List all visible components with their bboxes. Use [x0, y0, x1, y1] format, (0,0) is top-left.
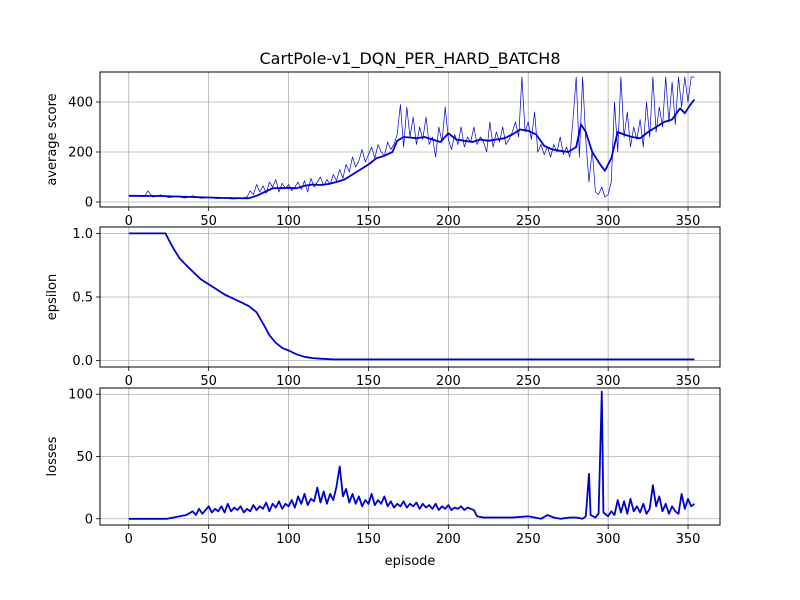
y-tick-label: 50 — [76, 450, 93, 465]
x-tick-label: 200 — [436, 374, 461, 389]
x-tick-label: 250 — [516, 214, 541, 229]
x-tick-label: 100 — [276, 532, 301, 547]
series-line-1 — [128, 232, 695, 361]
y-tick-label: 0 — [85, 196, 93, 211]
y-tick-label: 200 — [68, 146, 93, 161]
x-tick-label: 50 — [200, 214, 217, 229]
axes-frame — [99, 71, 721, 208]
x-tick-label: 200 — [436, 532, 461, 547]
y-axis-label: average score — [45, 93, 60, 185]
x-tick-label: 350 — [676, 214, 701, 229]
y-tick-label: 0.0 — [72, 354, 93, 369]
x-tick-label: 150 — [356, 374, 381, 389]
x-tick-label: 300 — [596, 374, 621, 389]
series-line-2 — [128, 98, 696, 200]
x-tick-label: 100 — [276, 374, 301, 389]
x-tick-label: 250 — [516, 374, 541, 389]
x-tick-label: 350 — [676, 532, 701, 547]
x-tick-label: 0 — [125, 374, 133, 389]
x-tick-label: 200 — [436, 214, 461, 229]
x-tick-label: 250 — [516, 532, 541, 547]
y-tick-label: 0 — [85, 512, 93, 527]
subplot-3: 0 50 100 150 200 250 300 350 0 50 100 losses — [45, 387, 721, 547]
y-tick-label: 100 — [68, 388, 93, 403]
chart-title: CartPole-v1_DQN_PER_HARD_BATCH8 — [259, 49, 560, 69]
x-tick-label: 50 — [200, 532, 217, 547]
y-tick-label: 0.5 — [72, 291, 93, 306]
x-axis-label: episode — [385, 554, 436, 569]
x-tick-label: 0 — [125, 532, 133, 547]
x-tick-label: 350 — [676, 374, 701, 389]
subplot-2: 0 50 100 150 200 250 300 350 0.0 0.5 1.0 epsilon — [45, 226, 721, 389]
series-line-1 — [128, 390, 695, 520]
subplot-1: 0 50 100 150 200 250 300 350 0 200 400 average scor… — [45, 71, 721, 229]
y-axis-label: losses — [45, 436, 60, 476]
subplots: 0 50 100 150 200 250 300 350 0 200 400 average scor… — [45, 71, 721, 547]
x-tick-label: 300 — [596, 214, 621, 229]
y-axis-label: epsilon — [45, 274, 60, 320]
x-tick-label: 100 — [276, 214, 301, 229]
y-tick-label: 1.0 — [72, 227, 93, 242]
x-tick-label: 300 — [596, 532, 621, 547]
series-line-1 — [128, 76, 695, 200]
x-tick-label: 150 — [356, 532, 381, 547]
y-tick-label: 400 — [68, 96, 93, 111]
x-tick-label: 0 — [125, 214, 133, 229]
x-tick-label: 150 — [356, 214, 381, 229]
x-tick-label: 50 — [200, 374, 217, 389]
